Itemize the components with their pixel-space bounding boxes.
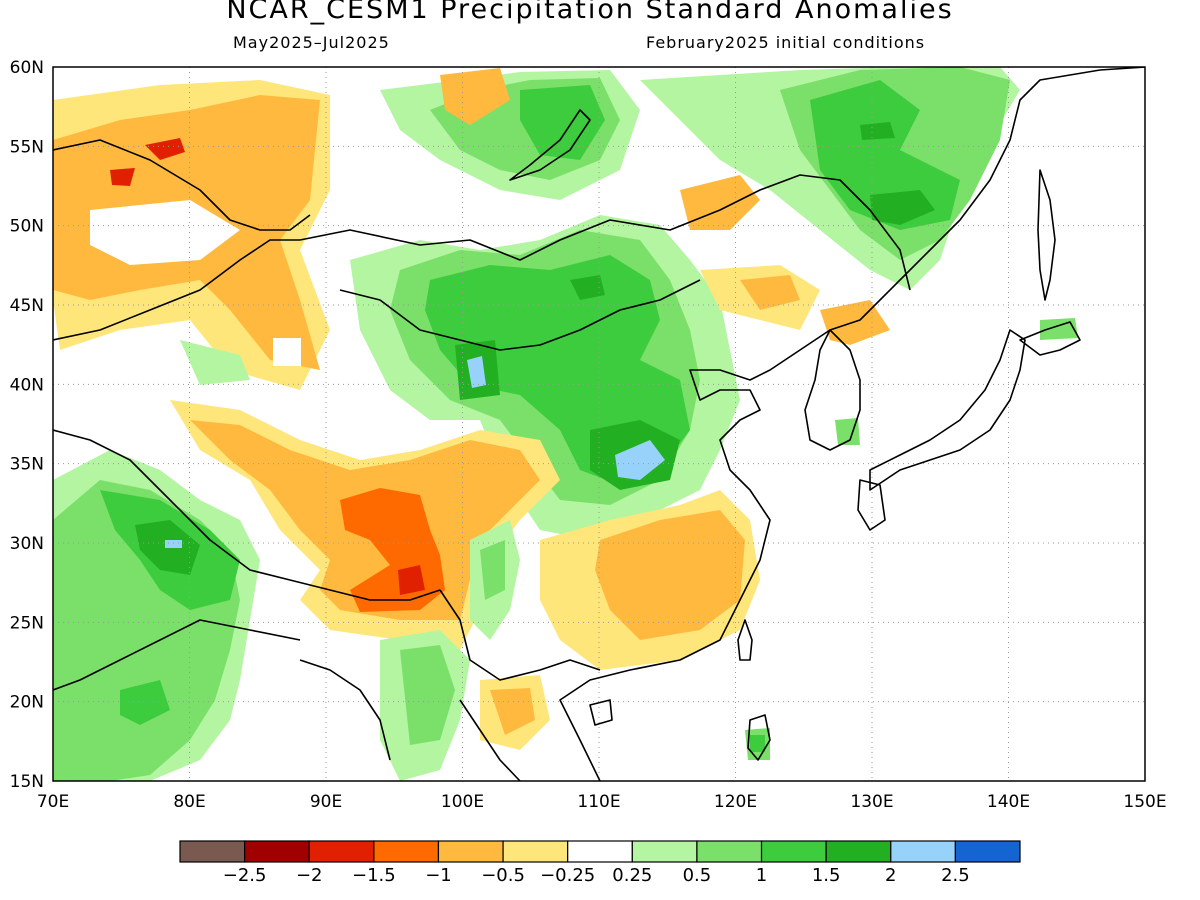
ne-asia-neg-05	[680, 175, 760, 230]
colorbar-label: −0.25	[540, 865, 595, 886]
x-tick-label: 130E	[850, 792, 893, 812]
india-pos-15b	[120, 680, 170, 725]
x-tick-label: 110E	[577, 792, 620, 812]
coastlines-borders	[53, 67, 1145, 781]
colorbar-label: −2	[296, 865, 323, 886]
border-mongolia	[299, 174, 911, 291]
gridlines	[53, 67, 1145, 781]
border-himalaya	[53, 429, 441, 601]
anomaly-field	[53, 67, 1078, 781]
y-tick-label: 40N	[10, 375, 44, 395]
x-tick-label: 140E	[987, 792, 1030, 812]
tibet-neg-2	[398, 565, 425, 595]
colorbar-label: 2	[885, 865, 896, 886]
japan-honshu	[869, 329, 1026, 491]
border-india-south	[53, 619, 301, 691]
colorbar-swatch	[179, 840, 246, 863]
colorbar-label: −0.5	[481, 865, 525, 886]
mongolia-pos-2	[570, 275, 605, 300]
colorbar-swatch	[502, 840, 569, 863]
phil-pos-2	[750, 735, 765, 752]
india-pos-25	[165, 540, 182, 548]
indochina-neg-1	[490, 688, 535, 735]
baikal-pos-15	[520, 85, 605, 160]
north-pos-25b	[467, 356, 486, 388]
x-tick-label: 120E	[714, 792, 757, 812]
colorbar-label: 1.5	[812, 865, 841, 886]
y-tick-label: 55N	[10, 137, 44, 157]
baikal	[509, 109, 591, 181]
y-tick-label: 15N	[10, 772, 44, 792]
x-tick-label: 80E	[173, 792, 205, 812]
ne-asia-pos-2a	[860, 122, 895, 140]
colorbar-swatch	[373, 840, 440, 863]
y-tick-label: 60N	[10, 58, 44, 78]
y-tick-label: 45N	[10, 296, 44, 316]
north-neg-small	[440, 68, 510, 125]
central-pos-25	[615, 440, 665, 480]
colorbar-label: 0.25	[612, 865, 652, 886]
init-subtitle: February2025 initial conditions	[646, 33, 926, 52]
x-tick-label: 90E	[310, 792, 342, 812]
west-siberia-neg-15b	[110, 168, 135, 186]
period-subtitle: May2025–Jul2025	[233, 33, 390, 52]
colorbar-swatch	[890, 840, 956, 863]
x-tick-label: 150E	[1123, 792, 1166, 812]
y-tick-label: 35N	[10, 455, 44, 475]
x-axis-ticks: 70E 80E 90E 100E 110E 120E 130E 140E 150E	[37, 792, 1167, 812]
colorbar-swatch	[954, 840, 1021, 863]
colorbar: −2.5 −2 −1.5 −1 −0.5 −0.25 0.25 0.5 1 1.5 2 2.5	[179, 840, 1021, 886]
white-box-a	[273, 338, 301, 366]
border-mongolia-south	[339, 279, 701, 351]
hokkaido	[1019, 321, 1081, 356]
colorbar-swatch	[631, 840, 698, 863]
y-tick-label: 30N	[10, 534, 44, 554]
west-siberia-neg-15a	[145, 138, 185, 160]
y-axis-ticks: 60N 55N 50N 45N 40N 35N 30N 25N 20N 15N	[10, 58, 44, 792]
taiwan	[737, 619, 753, 661]
border-indochina	[439, 589, 601, 681]
hainan	[589, 699, 613, 726]
manchuria-neg-1	[740, 275, 800, 310]
colorbar-swatch	[760, 840, 827, 863]
west-siberia-white	[90, 200, 240, 265]
yunnan-pos-1	[480, 540, 505, 600]
colorbar-swatch	[825, 840, 892, 863]
plot-frame	[52, 66, 1146, 782]
x-tick-label: 70E	[37, 792, 69, 812]
colorbar-swatch	[308, 840, 375, 863]
kazakh-light-green	[180, 340, 250, 385]
colorbar-label: −2.5	[223, 865, 267, 886]
border-thai	[459, 699, 521, 781]
myanmar-pos-1	[400, 645, 455, 745]
east-pos-small	[835, 418, 860, 445]
colorbar-swatch	[244, 840, 310, 863]
border-bay	[299, 659, 391, 761]
y-tick-label: 20N	[10, 693, 44, 713]
y-tick-label: 50N	[10, 217, 44, 237]
colorbar-label: −1.5	[352, 865, 396, 886]
colorbar-swatch	[567, 840, 633, 863]
map-title: NCAR_CESM1 Precipitation Standard Anomal…	[226, 0, 954, 25]
south-china-neg-1	[595, 510, 745, 640]
sakhalin	[1037, 169, 1056, 301]
colorbar-swatch	[696, 840, 763, 863]
x-tick-label: 100E	[441, 792, 484, 812]
coastline-east	[559, 67, 1145, 781]
philippines	[747, 714, 771, 761]
korea-coast	[804, 329, 861, 451]
japan-kyushu	[857, 479, 886, 531]
border-kazakh	[53, 239, 300, 341]
japan-pos-1	[1040, 318, 1078, 340]
colorbar-label: 1	[756, 865, 767, 886]
y-tick-label: 25N	[10, 613, 44, 633]
colorbar-label: −1	[425, 865, 452, 886]
border-north-russia	[53, 139, 311, 231]
colorbar-swatch	[437, 840, 504, 863]
colorbar-label: 0.5	[683, 865, 712, 886]
ne-asia-pos-15	[810, 80, 960, 230]
colorbar-label: 2.5	[941, 865, 970, 886]
ne-asia-pos-2b	[870, 190, 935, 225]
